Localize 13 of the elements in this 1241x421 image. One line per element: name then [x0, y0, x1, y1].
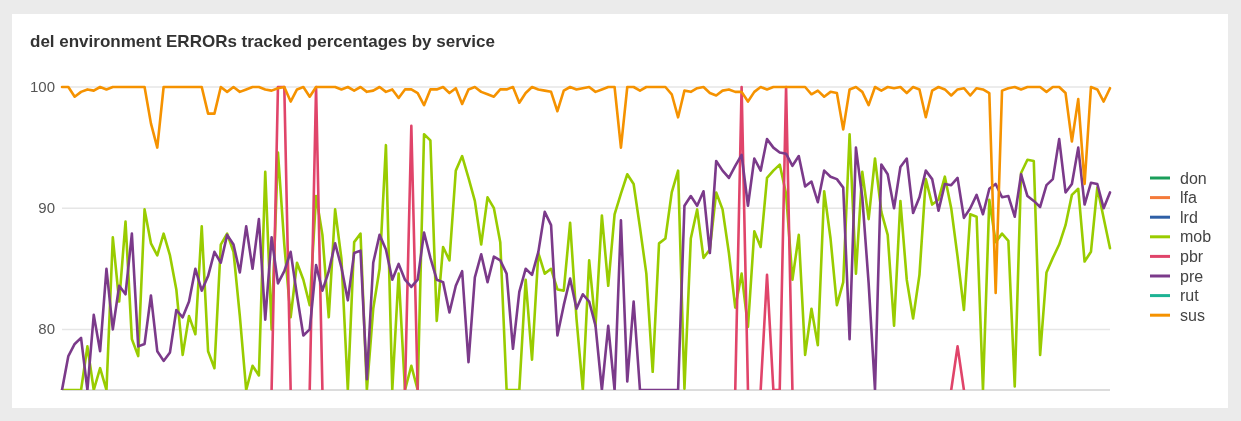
legend-label: pbr: [1180, 247, 1204, 265]
legend-label: mob: [1180, 228, 1212, 246]
y-tick-label: 100: [29, 78, 55, 95]
legend-label: rut: [1180, 287, 1200, 305]
y-tick-label: 80: [38, 320, 55, 338]
legend-label: sus: [1180, 306, 1205, 324]
legend-label: lfa: [1180, 189, 1197, 207]
line-series: [60, 85, 1112, 295]
legend-label: don: [1180, 169, 1207, 187]
legend-label: pre: [1180, 267, 1204, 285]
y-tick-label: 90: [38, 199, 55, 217]
chart-title: del environment ERRORs tracked percentages by service: [30, 32, 495, 51]
legend-label: lrd: [1180, 208, 1198, 226]
